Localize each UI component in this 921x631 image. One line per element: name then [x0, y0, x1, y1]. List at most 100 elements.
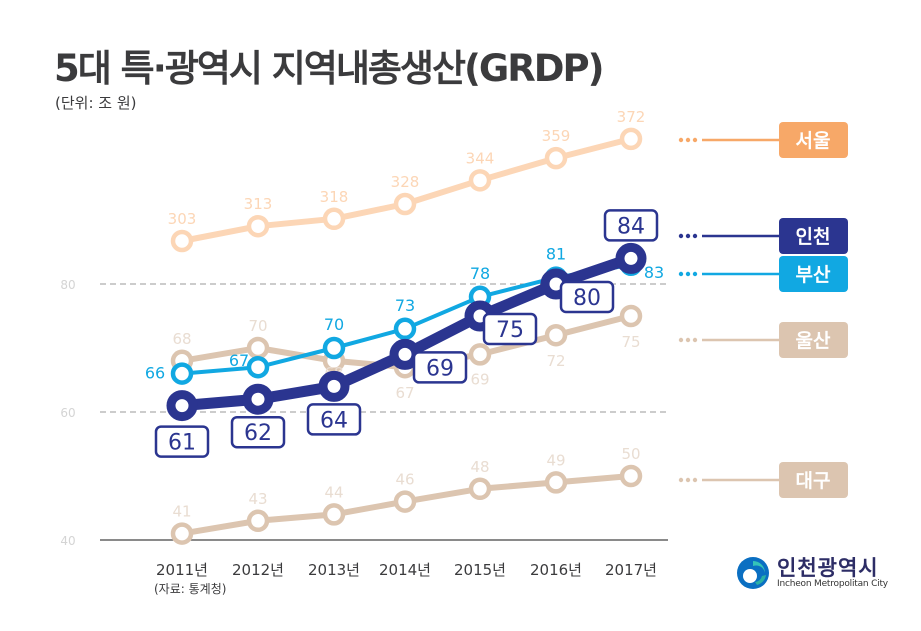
incheon-point [242, 383, 274, 415]
legend-item-daegu: 대구 [678, 462, 848, 498]
legend-label: 인천 [796, 226, 831, 248]
x-tick-label: 2013년 [308, 561, 360, 579]
unit-label: (단위: 조 원) [55, 94, 137, 112]
ulsan-data-label: 72 [546, 352, 565, 370]
seoul-point [544, 146, 568, 170]
series-daegu [170, 464, 643, 545]
daegu-point [170, 522, 194, 545]
daegu-point [322, 503, 346, 526]
incheon-label-box [482, 312, 538, 346]
seoul-data-label: 313 [244, 195, 273, 213]
busan-data-label: 78 [470, 264, 490, 283]
incheon-data-label: 69 [426, 356, 454, 381]
chart-title: 5대 특·광역시 지역내총생산(GRDP) [54, 47, 605, 90]
incheon-label-box [306, 403, 362, 436]
legend-label: 울산 [796, 330, 831, 352]
legend-dot [685, 477, 691, 483]
incheon-data-label: 61 [168, 431, 196, 456]
legend-dot [678, 477, 684, 483]
ulsan-point [246, 336, 270, 360]
legend-item-busan: 부산 [678, 256, 848, 292]
ulsan-data-label: 68 [172, 330, 191, 348]
ulsan-data-label: 75 [621, 333, 640, 351]
seoul-data-label: 328 [391, 173, 420, 191]
daegu-data-label: 50 [621, 445, 640, 463]
incheon-data-label: 75 [496, 318, 524, 343]
incheon-logo: 인천광역시 Incheon Metropolitan City [735, 555, 888, 591]
legend-item-ulsan: 울산 [678, 322, 848, 358]
busan-point [246, 355, 270, 379]
legend-dot [678, 271, 684, 277]
legend-item-incheon: 인천 [678, 218, 848, 254]
daegu-point [393, 490, 417, 513]
seoul-point [468, 169, 492, 192]
incheon-label-box [154, 425, 210, 458]
busan-point [393, 317, 417, 341]
legend-label: 대구 [796, 470, 831, 492]
incheon-label-box [230, 415, 286, 449]
series-seoul [170, 127, 643, 253]
legend-dot [678, 137, 684, 143]
daegu-data-label: 41 [172, 503, 191, 521]
seoul-data-label: 303 [168, 210, 197, 228]
incheon-label-box [412, 351, 468, 384]
incheon-emblem-icon [737, 557, 769, 589]
seoul-point [619, 127, 643, 151]
legend-dot [692, 337, 698, 343]
daegu-point [619, 464, 643, 488]
ulsan-data-label: 69 [470, 370, 489, 388]
busan-data-label: 70 [324, 315, 344, 334]
legend-dot [685, 137, 691, 143]
logo-korean: 인천광역시 [777, 556, 879, 580]
logo-english: Incheon Metropolitan City [777, 579, 888, 589]
legend-badge [779, 462, 848, 498]
legend-dot [685, 233, 691, 239]
seoul-data-label: 372 [617, 108, 646, 126]
daegu-data-label: 46 [395, 471, 414, 489]
legend-label: 부산 [796, 264, 831, 286]
x-tick-label: 2011년 [156, 561, 208, 579]
seoul-data-label: 359 [542, 127, 571, 145]
busan-data-label: 83 [644, 263, 664, 282]
incheon-point [318, 370, 350, 402]
incheon-label-box [559, 280, 615, 314]
daegu-data-label: 44 [324, 483, 343, 501]
incheon-data-label: 80 [573, 286, 601, 311]
y-tick-label: 60 [60, 406, 75, 420]
daegu-point [468, 477, 492, 501]
incheon-point [166, 390, 198, 422]
busan-data-label: 67 [229, 351, 249, 370]
legend-badge [779, 322, 848, 358]
seoul-point [246, 214, 270, 238]
incheon-data-label: 62 [244, 421, 272, 446]
y-tick-label: 80 [60, 278, 75, 292]
legend-dot [692, 477, 698, 483]
legend-badge [779, 122, 848, 158]
daegu-point [246, 509, 270, 533]
incheon-point [389, 338, 421, 370]
incheon-label-box [603, 209, 659, 242]
incheon-data-label: 64 [320, 408, 348, 433]
daegu-data-label: 48 [470, 458, 489, 476]
x-tick-label: 2016년 [530, 561, 582, 579]
seoul-point [393, 192, 417, 216]
seoul-data-label: 344 [466, 149, 495, 167]
daegu-point [544, 471, 568, 494]
daegu-data-label: 49 [546, 451, 565, 469]
daegu-data-label: 43 [248, 490, 267, 508]
ulsan-point [468, 343, 492, 366]
legend-badge [779, 218, 848, 254]
busan-point [170, 362, 194, 385]
busan-data-label: 73 [395, 296, 415, 315]
x-tick-label: 2015년 [454, 561, 506, 579]
incheon-data-label: 84 [617, 214, 645, 239]
legend-dot [678, 233, 684, 239]
ulsan-point [619, 304, 643, 328]
busan-data-label: 81 [546, 245, 566, 264]
busan-point [322, 336, 346, 360]
ulsan-data-label: 70 [248, 317, 267, 335]
legend-dot [692, 233, 698, 239]
ulsan-data-label: 67 [395, 384, 414, 402]
legend-dot [692, 137, 698, 143]
